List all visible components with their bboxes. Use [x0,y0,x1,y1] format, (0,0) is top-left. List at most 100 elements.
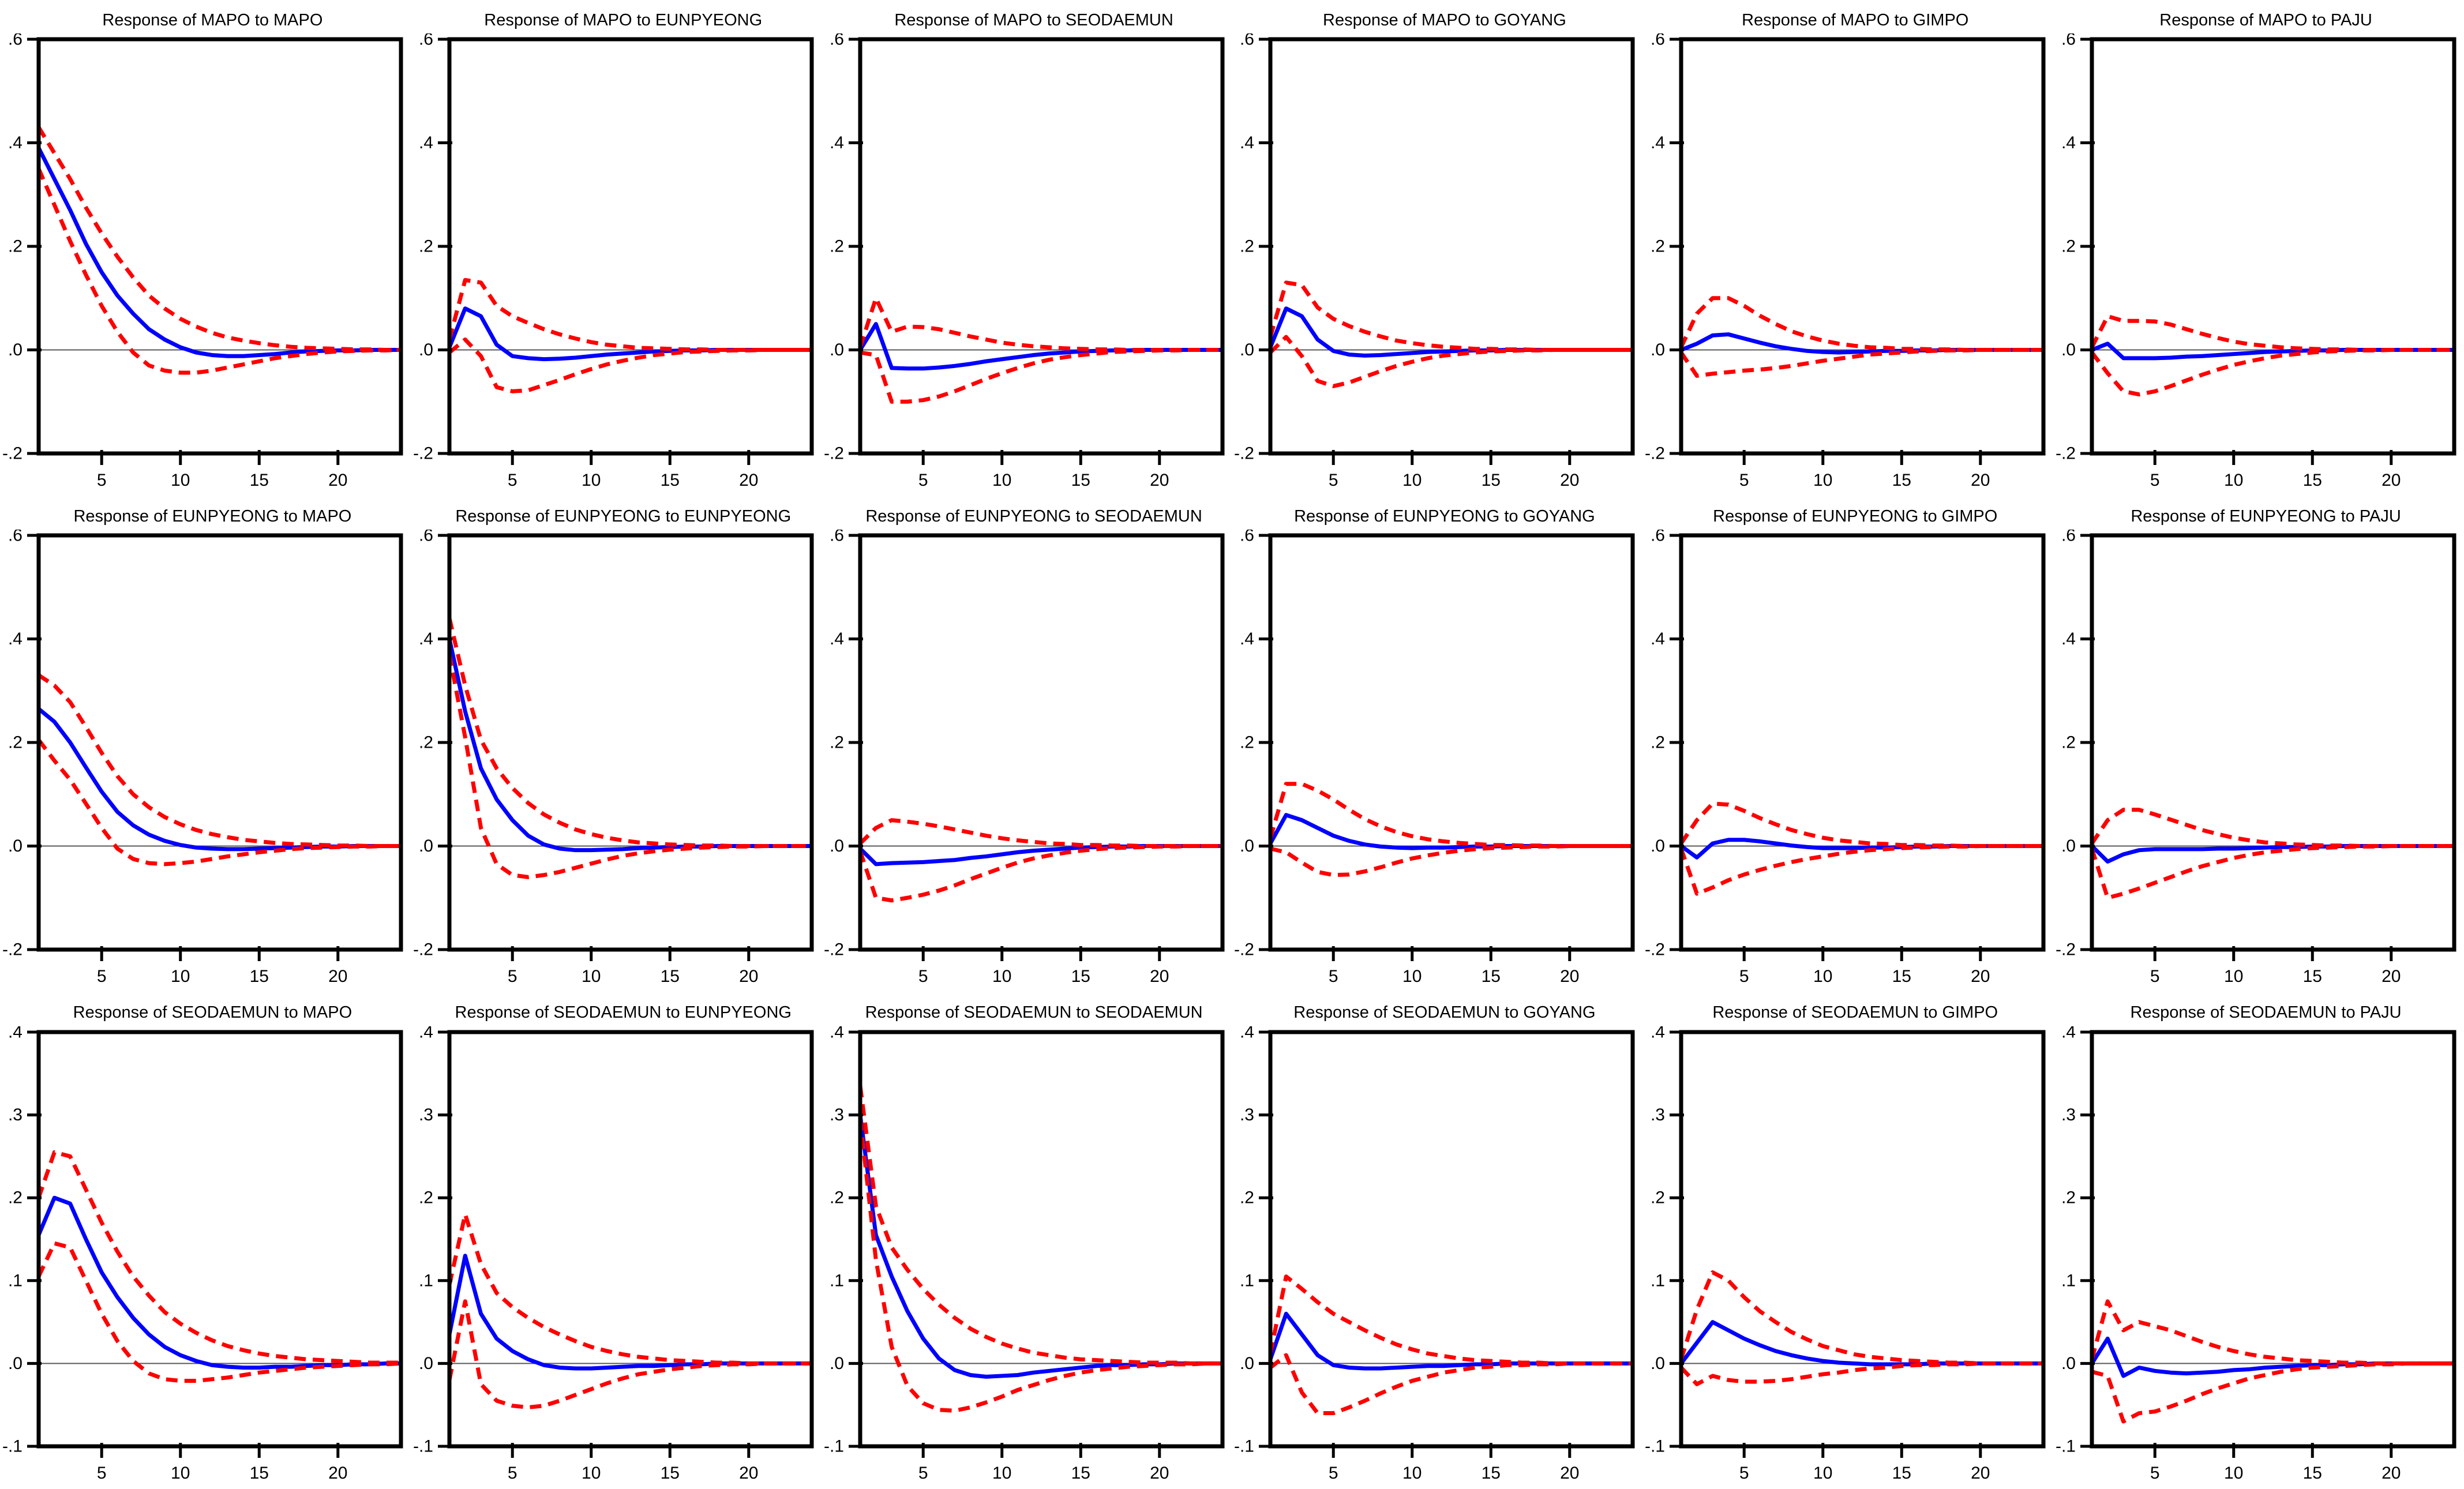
y-tick-label: .3 [1240,1105,1254,1124]
y-tick-label: .2 [1240,733,1254,752]
y-tick-label: .0 [419,340,433,359]
x-tick-label: 15 [1071,967,1090,986]
y-tick-label: .0 [8,340,22,359]
plot-border [1679,37,2046,456]
y-tick-label: .2 [8,1188,22,1207]
y-tick-label: .3 [830,1105,844,1124]
plot-border [447,1030,814,1449]
y-tick-label: .4 [1651,133,1665,152]
upper-band-line [1679,296,2044,352]
chart-panel-15: Response of SEODAEMUN to SEODAEMUN .4 .3.… [822,993,1232,1489]
x-tick-label: 10 [171,1464,190,1483]
y-tick-label: -.2 [824,940,844,959]
irf-plot: .4 .3 .2 .1 .0 -.1 5 10 15 20 [824,1026,1225,1483]
y-tick-label: .0 [2061,837,2076,856]
chart-panel-18: Response of SEODAEMUN to PAJU .4 .3 .2 .1 .0… [2053,993,2464,1489]
plot-border [858,37,1225,456]
y-tick-label: .2 [419,733,433,752]
chart-panel-5: Response of MAPO to GIMPO .6 .4 .2 .0 -.2 5 10… [1642,0,2053,496]
y-tick-label: .4 [8,629,22,648]
response-line [447,639,812,853]
chart-panel-2: Response of MAPO to EUNPYEONG .6 .4 .2 .0 -.… [411,0,822,496]
response-line [1269,813,1633,850]
plot-border [36,1030,403,1449]
upper-band-line [2090,314,2455,352]
upper-band-line [36,1150,401,1365]
plot-border [1268,1030,1635,1449]
irf-plot: .6 .4 .2 .0 -.2 5 10 15 20 [1645,33,2046,490]
y-tick-label: .0 [1651,837,1665,856]
y-tick-label: .4 [419,133,433,152]
x-tick-label: 10 [171,471,190,490]
y-tick-label: .6 [1651,530,1665,545]
irf-plot: .4 .3 .2 .1 .0 -.1 5 10 15 20 [413,1026,814,1483]
x-tick-label: 10 [1813,967,1832,986]
upper-band-line [1679,801,2044,849]
upper-band-line [858,296,1222,352]
x-tick-label: 5 [918,471,928,490]
lower-band-line [859,348,1222,404]
y-tick-label: .2 [419,1188,433,1207]
chart-title: Response of SEODAEMUN to PAJU [2130,1003,2402,1022]
x-tick-label: 10 [992,1464,1011,1483]
x-tick-label: 20 [328,471,347,490]
y-tick-label: .6 [830,530,844,545]
y-tick-label: -.2 [2,444,22,463]
x-tick-label: 5 [918,1464,928,1483]
chart-title: Response of SEODAEMUN to SEODAEMUN [865,1003,1203,1022]
response-line [447,1253,812,1371]
y-tick-label: .0 [2061,1354,2076,1373]
upper-band-line [447,618,812,849]
x-tick-label: 20 [328,967,347,986]
y-tick-label: .2 [1240,237,1254,256]
chart-title: Response of MAPO to GIMPO [1742,10,1969,29]
upper-band-line [2090,1299,2455,1366]
upper-band-line [1268,1274,1633,1366]
y-tick-label: -.2 [413,444,433,463]
y-tick-label: .6 [2061,33,2076,49]
y-tick-label: .6 [1240,33,1254,49]
x-tick-label: 5 [1329,471,1338,490]
x-tick-label: 20 [328,1464,347,1483]
y-tick-label: .1 [419,1271,433,1290]
y-tick-label: .4 [1651,1026,1665,1042]
y-tick-label: .0 [1651,340,1665,359]
irf-plot: .6 .4 .2 .0 -.2 5 10 15 20 [2,530,403,986]
x-tick-label: 10 [1813,1464,1832,1483]
chart-panel-14: Response of SEODAEMUN to EUNPYEONG .4 .3.… [411,993,822,1489]
x-tick-label: 10 [1813,471,1832,490]
x-tick-label: 15 [2303,967,2322,986]
chart-title: Response of MAPO to EUNPYEONG [484,10,763,29]
lower-band-line [2091,1361,2455,1424]
upper-band-line [37,673,401,849]
x-tick-label: 5 [1739,1464,1749,1483]
x-tick-label: 10 [2224,471,2243,490]
y-tick-label: -.1 [2,1437,22,1456]
y-tick-label: .0 [8,837,22,856]
y-tick-label: .4 [1240,133,1254,152]
y-tick-label: .2 [1651,733,1665,752]
plot-border [2090,533,2457,952]
y-tick-label: .6 [2061,530,2076,545]
irf-plot: .6 .4 .2 .0 -.2 5 10 15 20 [824,33,1225,490]
upper-band-line [447,277,812,352]
x-tick-label: 20 [1150,967,1169,986]
y-tick-label: .6 [419,530,433,545]
lower-band-line [447,654,812,880]
irf-plot: .6 .4 .2 .0 -.2 5 10 15 20 [1234,33,1635,490]
y-tick-label: .0 [1240,340,1254,359]
x-tick-label: 10 [582,471,601,490]
chart-panel-12: Response of EUNPYEONG to PAJU .6 .4 .2 .0 -.… [2053,496,2464,992]
response-line [1679,1319,2044,1366]
response-line [36,147,401,358]
y-tick-label: -.2 [1234,940,1254,959]
upper-band-line [858,1085,1222,1366]
chart-panel-16: Response of SEODAEMUN to GOYANG .4 .3 .2 .1… [1232,993,1642,1489]
x-tick-label: 5 [1329,967,1338,986]
upper-band-line [1679,1270,2044,1366]
y-tick-label: .4 [2061,629,2076,648]
x-tick-label: 20 [739,471,758,490]
chart-title: Response of EUNPYEONG to PAJU [2131,507,2401,526]
y-tick-label: .0 [830,340,844,359]
x-tick-label: 20 [1971,967,1990,986]
